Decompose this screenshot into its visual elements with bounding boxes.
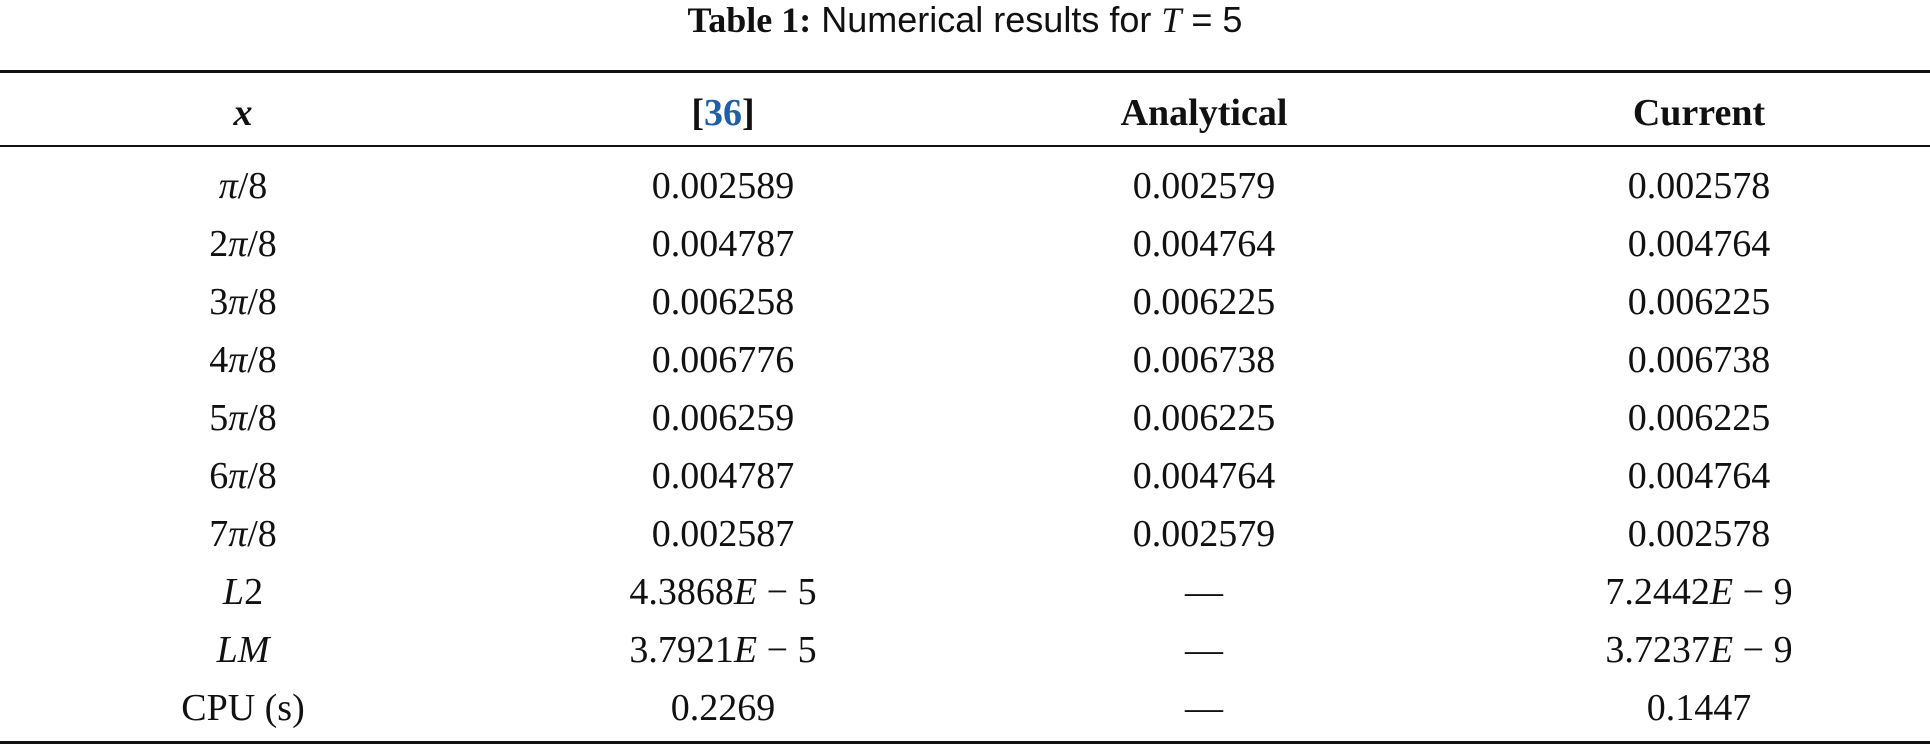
table-cell: 0.002589 xyxy=(651,165,795,207)
bottom-rule xyxy=(0,741,1930,744)
table-cell: 0.006225 xyxy=(1627,281,1771,323)
top-rule xyxy=(0,70,1930,73)
column-header: Analytical xyxy=(964,90,1444,136)
caption-text: Numerical results for xyxy=(821,0,1152,40)
table-cell: 0.006225 xyxy=(1132,397,1276,439)
table-cell: 0.002579 xyxy=(1132,165,1276,207)
row-label: 2π/8 xyxy=(209,223,277,265)
row-label: 4π/8 xyxy=(209,339,277,381)
row-label: L2 xyxy=(222,571,264,613)
table-cell: 0.004764 xyxy=(1132,223,1276,265)
header-text: ] xyxy=(742,92,755,134)
table-cell: 0.2269 xyxy=(670,687,776,729)
table-cell: 0.006225 xyxy=(1132,281,1276,323)
reference-link[interactable]: 36 xyxy=(704,92,742,134)
table-cell: 0.004764 xyxy=(1132,455,1276,497)
caption-text: = 5 xyxy=(1191,0,1243,40)
table-cell: 0.006738 xyxy=(1132,339,1276,381)
table-cell: 3.7237E − 9 xyxy=(1605,629,1793,671)
table-cell: 0.004787 xyxy=(651,223,795,265)
table-cell: 0.004764 xyxy=(1627,223,1771,265)
header-text: Analytical xyxy=(1120,92,1288,134)
row-label: 7π/8 xyxy=(209,513,277,555)
table-cell: 0.1447 xyxy=(1646,687,1752,729)
row-label: CPU (s) xyxy=(181,687,305,729)
table-cell: 0.004787 xyxy=(651,455,795,497)
header-text: Current xyxy=(1632,92,1766,134)
table-caption: Table 1: Numerical results for T = 5 xyxy=(0,0,1930,40)
mid-rule xyxy=(0,145,1930,147)
row-label: 3π/8 xyxy=(209,281,277,323)
column-header: x xyxy=(3,90,483,136)
caption-variable: T xyxy=(1161,0,1182,40)
table-cell: 0.006738 xyxy=(1627,339,1771,381)
header-text: [ xyxy=(691,92,704,134)
table-cell: 0.006776 xyxy=(651,339,795,381)
table-cell: — xyxy=(1185,629,1223,671)
row-label: LM xyxy=(216,629,270,671)
table-cell: 0.002579 xyxy=(1132,513,1276,555)
table-cell: 0.002578 xyxy=(1627,513,1771,555)
table-cell: — xyxy=(1185,687,1223,729)
column-header: [36] xyxy=(483,90,963,136)
table-cell: 0.006258 xyxy=(651,281,795,323)
caption-label: Table 1: xyxy=(687,0,812,40)
row-label: 6π/8 xyxy=(209,455,277,497)
table-cell: 0.002587 xyxy=(651,513,795,555)
table-cell: 3.7921E − 5 xyxy=(629,629,817,671)
table-cell: 0.006225 xyxy=(1627,397,1771,439)
column-header: Current xyxy=(1459,90,1930,136)
row-label: π/8 xyxy=(218,165,268,207)
table-cell: 0.002578 xyxy=(1627,165,1771,207)
header-text: x xyxy=(233,92,253,134)
table-cell: 7.2442E − 9 xyxy=(1605,571,1793,613)
table-cell: — xyxy=(1185,571,1223,613)
table-cell: 0.006259 xyxy=(651,397,795,439)
table-cell: 4.3868E − 5 xyxy=(629,571,817,613)
table-cell: 0.004764 xyxy=(1627,455,1771,497)
row-label: 5π/8 xyxy=(209,397,277,439)
